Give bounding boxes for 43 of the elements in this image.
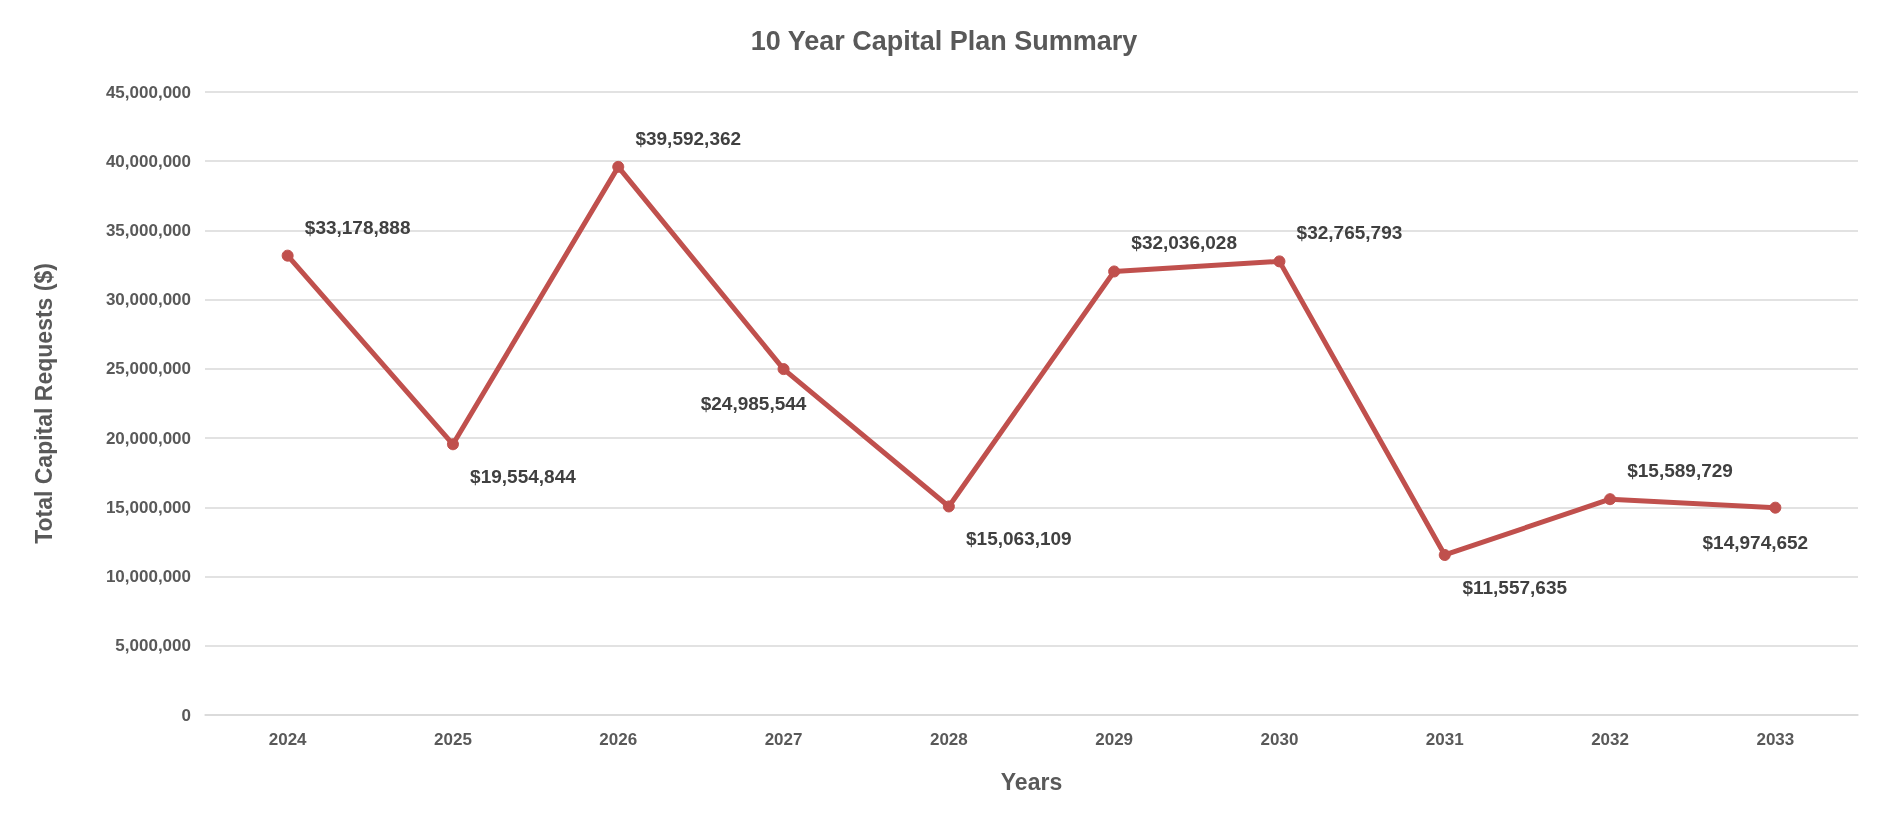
x-tick-label: 2029	[1095, 730, 1134, 749]
point	[777, 363, 790, 376]
y-axis-title: Total Capital Requests ($)	[30, 263, 57, 544]
x-tick-label: 2027	[764, 730, 803, 749]
x-tick-label: 2030	[1260, 730, 1299, 749]
data-label: $32,036,028	[1131, 232, 1237, 254]
x-tick-label: 2025	[434, 730, 472, 749]
y-tick-label: 35,000,000	[105, 220, 191, 240]
data-label: $33,178,888	[304, 216, 411, 238]
y-tick-label: 40,000,000	[105, 151, 191, 171]
point	[1769, 501, 1782, 514]
point	[942, 500, 955, 513]
point	[612, 160, 625, 173]
point	[1438, 548, 1451, 561]
x-axis-title: Years	[1000, 768, 1063, 795]
x-tick-label: 2024	[268, 730, 308, 749]
data-label: $14,974,652	[1702, 531, 1809, 553]
y-tick-label: 25,000,000	[105, 359, 191, 379]
data-label: $11,557,635	[1462, 576, 1568, 598]
point	[1604, 493, 1617, 506]
x-tick-label: 2033	[1756, 730, 1795, 749]
x-tick-label: 2032	[1591, 730, 1629, 749]
x-tick-label: 2028	[929, 730, 968, 749]
data-label: $15,063,109	[966, 528, 1072, 550]
data-label: $19,554,844	[470, 466, 577, 488]
y-tick-label: 0	[181, 705, 191, 725]
x-tick-label: 2031	[1425, 730, 1464, 749]
y-tick-label: 20,000,000	[105, 428, 191, 448]
y-tick-label: 15,000,000	[105, 497, 191, 517]
chart-title: 10 Year Capital Plan Summary	[750, 25, 1138, 56]
y-tick-label: 5,000,000	[115, 636, 191, 656]
data-label: $32,765,793	[1296, 222, 1403, 244]
data-label: $39,592,362	[635, 127, 742, 149]
y-tick-label: 30,000,000	[105, 290, 191, 310]
y-tick-label: 45,000,000	[105, 82, 191, 102]
point	[1108, 265, 1121, 278]
point	[446, 438, 459, 451]
point	[1273, 255, 1286, 268]
data-label: $24,985,544	[700, 393, 807, 415]
point	[281, 249, 294, 262]
x-tick-label: 2026	[599, 730, 638, 749]
data-label: $15,589,729	[1627, 460, 1733, 482]
y-tick-label: 10,000,000	[105, 567, 191, 587]
